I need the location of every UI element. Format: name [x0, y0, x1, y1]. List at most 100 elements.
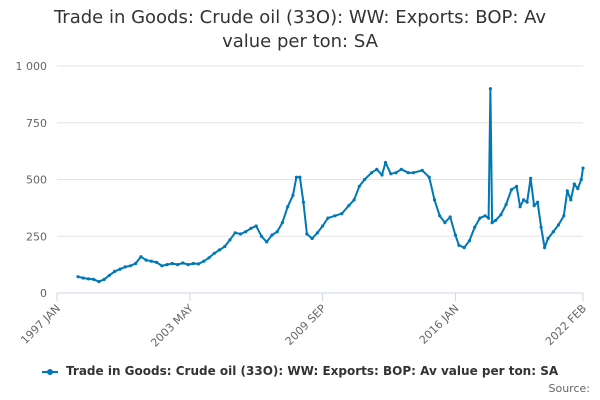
data-point[interactable]: [228, 238, 232, 242]
data-point[interactable]: [265, 240, 269, 244]
data-point[interactable]: [427, 175, 431, 179]
data-point[interactable]: [275, 230, 279, 234]
data-point[interactable]: [556, 223, 561, 227]
data-point[interactable]: [539, 225, 543, 229]
series-line[interactable]: [77, 87, 584, 283]
data-point[interactable]: [357, 184, 361, 188]
data-point[interactable]: [97, 280, 101, 284]
data-point[interactable]: [134, 261, 138, 266]
data-point[interactable]: [149, 259, 153, 263]
data-point[interactable]: [238, 232, 243, 236]
data-point[interactable]: [363, 177, 367, 182]
data-point[interactable]: [406, 171, 410, 175]
data-point[interactable]: [565, 189, 569, 193]
data-point[interactable]: [389, 172, 393, 176]
data-point[interactable]: [86, 277, 91, 281]
data-point[interactable]: [286, 205, 290, 209]
data-point[interactable]: [394, 171, 398, 175]
data-point[interactable]: [76, 275, 80, 279]
data-point[interactable]: [448, 215, 452, 219]
data-point[interactable]: [310, 236, 314, 241]
data-point[interactable]: [244, 230, 248, 234]
data-point[interactable]: [321, 224, 325, 228]
data-point[interactable]: [347, 204, 351, 208]
data-point[interactable]: [432, 198, 437, 202]
data-point[interactable]: [301, 200, 305, 204]
data-point[interactable]: [529, 176, 533, 180]
data-point[interactable]: [572, 182, 576, 186]
data-point[interactable]: [380, 173, 384, 177]
data-point[interactable]: [488, 87, 492, 91]
data-point[interactable]: [333, 214, 337, 218]
data-point[interactable]: [478, 216, 482, 220]
data-point[interactable]: [128, 264, 132, 268]
data-point[interactable]: [113, 269, 117, 273]
data-point[interactable]: [298, 175, 302, 179]
data-point[interactable]: [181, 261, 185, 265]
data-point[interactable]: [139, 255, 143, 259]
data-point[interactable]: [212, 251, 216, 255]
data-point[interactable]: [254, 224, 258, 228]
data-point[interactable]: [543, 246, 547, 250]
legend[interactable]: Trade in Goods: Crude oil (33O): WW: Exp…: [0, 364, 600, 378]
data-point[interactable]: [280, 221, 284, 225]
data-point[interactable]: [522, 198, 526, 202]
data-point[interactable]: [259, 234, 264, 238]
data-point[interactable]: [92, 277, 96, 281]
data-point[interactable]: [305, 232, 309, 236]
data-point[interactable]: [532, 204, 536, 208]
data-point[interactable]: [467, 239, 471, 243]
data-point[interactable]: [457, 243, 461, 247]
data-point[interactable]: [411, 171, 416, 175]
data-point[interactable]: [438, 214, 442, 218]
data-point[interactable]: [217, 248, 222, 252]
data-point[interactable]: [483, 214, 487, 218]
data-point[interactable]: [326, 216, 330, 220]
data-point[interactable]: [420, 168, 424, 172]
data-point[interactable]: [233, 231, 237, 235]
data-point[interactable]: [453, 233, 457, 237]
data-point[interactable]: [160, 264, 164, 268]
data-point[interactable]: [170, 261, 174, 266]
data-point[interactable]: [118, 267, 122, 271]
data-point[interactable]: [81, 276, 85, 280]
data-point[interactable]: [546, 236, 550, 241]
data-point[interactable]: [155, 260, 159, 264]
data-point[interactable]: [487, 216, 491, 220]
data-point[interactable]: [294, 175, 298, 179]
data-point[interactable]: [375, 167, 379, 171]
data-point[interactable]: [536, 200, 540, 204]
data-point[interactable]: [562, 214, 566, 218]
data-point[interactable]: [315, 231, 319, 235]
data-point[interactable]: [579, 177, 583, 182]
data-point[interactable]: [270, 233, 274, 237]
data-point[interactable]: [504, 202, 508, 207]
data-point[interactable]: [551, 230, 555, 234]
data-point[interactable]: [370, 171, 374, 175]
data-point[interactable]: [525, 200, 529, 204]
data-point[interactable]: [340, 212, 344, 216]
data-point[interactable]: [249, 226, 253, 230]
data-point[interactable]: [191, 261, 195, 266]
data-point[interactable]: [207, 256, 211, 260]
data-point[interactable]: [223, 244, 227, 249]
data-point[interactable]: [383, 160, 388, 165]
data-point[interactable]: [518, 205, 522, 209]
data-point[interactable]: [144, 258, 148, 262]
data-point[interactable]: [107, 273, 111, 277]
data-point[interactable]: [202, 259, 206, 263]
data-point[interactable]: [186, 263, 190, 267]
data-point[interactable]: [515, 184, 519, 188]
data-point[interactable]: [123, 265, 127, 269]
data-point[interactable]: [494, 218, 498, 222]
data-point[interactable]: [291, 193, 295, 197]
data-point[interactable]: [462, 246, 466, 250]
data-point[interactable]: [581, 166, 585, 170]
data-point[interactable]: [576, 187, 580, 191]
data-point[interactable]: [509, 188, 513, 192]
data-point[interactable]: [165, 263, 169, 267]
data-point[interactable]: [399, 167, 403, 171]
data-point[interactable]: [569, 198, 573, 202]
data-point[interactable]: [443, 221, 447, 225]
data-point[interactable]: [490, 221, 494, 225]
